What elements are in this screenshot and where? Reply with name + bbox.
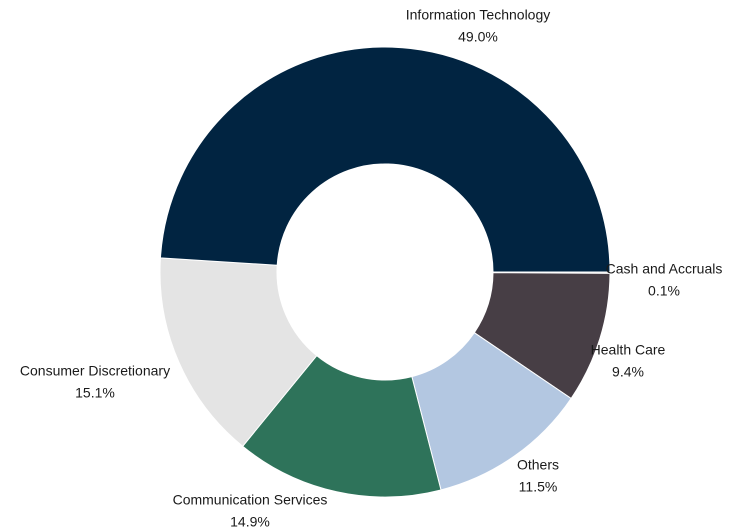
slice-value-label: 0.1% — [648, 283, 680, 299]
slice-label: Others — [517, 457, 559, 473]
slice-value-label: 15.1% — [75, 385, 115, 401]
donut-slice — [159, 46, 611, 273]
donut-slice — [241, 354, 442, 498]
slice-value-label: 11.5% — [519, 479, 558, 495]
slice-label: Health Care — [591, 342, 666, 358]
slice-label: Consumer Discretionary — [20, 363, 170, 379]
slice-label: Information Technology — [406, 7, 551, 23]
slice-value-label: 9.4% — [612, 364, 644, 380]
slice-value-label: 14.9% — [230, 514, 270, 530]
slice-label: Cash and Accruals — [606, 261, 723, 277]
slice-label: Communication Services — [173, 492, 328, 508]
donut-slice — [159, 257, 318, 447]
slice-value-label: 49.0% — [458, 29, 498, 45]
